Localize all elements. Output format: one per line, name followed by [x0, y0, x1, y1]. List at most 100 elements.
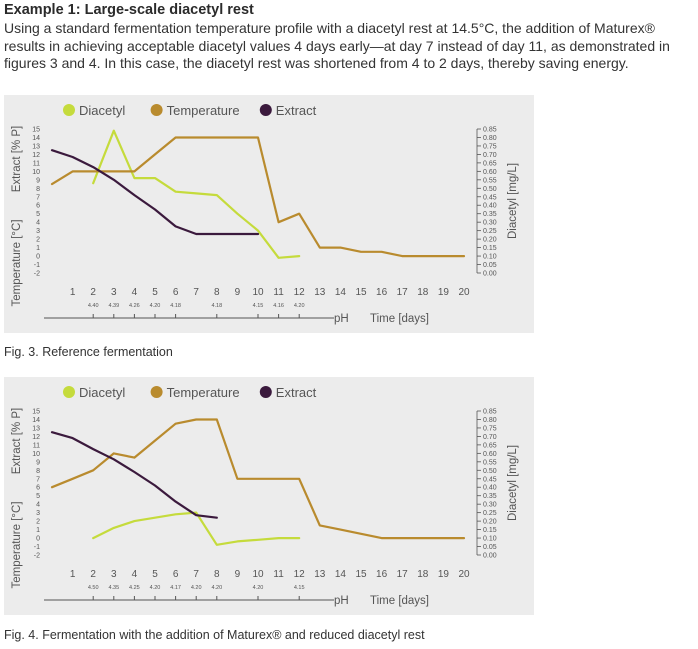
left-tick-label: 1 — [36, 527, 40, 534]
left-tick-label: 7 — [36, 476, 40, 483]
right-axis-title-diacetyl: Diacetyl [mg/L] — [507, 445, 519, 521]
intro-paragraph: Using a standard fermentation temperatur… — [4, 20, 670, 71]
left-tick-label: -2 — [34, 271, 40, 278]
left-tick-label: 1 — [36, 245, 40, 252]
legend-marker-diacetyl — [63, 104, 75, 116]
right-tick-label: 0.10 — [483, 536, 497, 543]
legend-marker-temperature — [150, 386, 163, 398]
left-tick-label: 15 — [32, 127, 40, 134]
left-tick-label: 15 — [32, 409, 40, 416]
x-tick-label: 13 — [314, 287, 326, 298]
x-tick-label: 9 — [235, 569, 241, 580]
right-tick-label: 0.35 — [483, 493, 497, 500]
x-tick-label: 12 — [294, 569, 306, 580]
left-tick-label: 11 — [33, 442, 40, 449]
left-tick-label: -1 — [34, 262, 40, 269]
x-tick-label: 18 — [417, 569, 429, 580]
x-tick-label: 12 — [294, 287, 306, 298]
x-tick-label: 7 — [193, 569, 199, 580]
ph-value-label: 4.20 — [211, 585, 222, 591]
ph-value-label: 4.15 — [294, 585, 305, 591]
ph-value-label: 4.26 — [129, 303, 140, 309]
x-tick-label: 16 — [376, 287, 388, 298]
left-tick-label: 10 — [32, 169, 40, 176]
figure-caption-fig4: Fig. 4. Fermentation with the addition o… — [4, 628, 425, 642]
series-line-extract — [50, 431, 218, 519]
chart-fig3: Diacetyl Temperature Extract15141312111098… — [11, 103, 519, 325]
legend-marker-temperature — [150, 104, 163, 116]
left-axis-title-temperature: Temperature [°C] — [11, 219, 23, 306]
left-tick-label: 3 — [36, 510, 40, 517]
x-tick-label: 10 — [252, 287, 264, 298]
right-tick-label: 0.50 — [483, 468, 497, 475]
right-tick-label: 0.50 — [483, 186, 497, 193]
x-tick-label: 17 — [397, 287, 409, 298]
x-tick-label: 14 — [335, 569, 347, 580]
x-tick-label: 19 — [438, 287, 450, 298]
x-tick-label: 15 — [355, 569, 367, 580]
figure-caption-fig3: Fig. 3. Reference fermentation — [4, 345, 173, 359]
ph-value-label: 4.20 — [150, 585, 161, 591]
right-tick-label: 0.30 — [483, 220, 497, 227]
left-tick-label: 3 — [36, 228, 40, 235]
chart-panel-fig3: Diacetyl Temperature Extract 15 14 13 12 11 10 9 8… — [4, 95, 534, 333]
chart-fig4: Diacetyl Temperature Extract15141312111098… — [11, 385, 519, 607]
left-tick-label: 8 — [36, 186, 40, 193]
left-tick-label: 12 — [32, 434, 40, 441]
x-tick-label: 6 — [173, 287, 179, 298]
x-tick-label: 1 — [70, 287, 76, 298]
ph-value-label: 4.18 — [211, 303, 222, 309]
x-tick-label: 6 — [173, 569, 179, 580]
left-tick-label: 14 — [32, 135, 40, 142]
x-tick-label: 14 — [335, 287, 347, 298]
legend-marker-diacetyl — [63, 386, 75, 398]
legend-label-extract: Extract — [276, 103, 317, 118]
ph-value-label: 4.20 — [294, 303, 305, 309]
ph-axis-label: pH — [334, 313, 349, 325]
left-tick-label: 11 — [33, 160, 40, 167]
left-tick-label: 9 — [36, 177, 40, 184]
left-tick-label: 13 — [32, 143, 40, 150]
left-tick-label: -1 — [34, 544, 40, 551]
left-tick-label: 6 — [36, 485, 40, 492]
series-line-temperature — [50, 136, 466, 258]
right-tick-label: 0.85 — [483, 127, 497, 134]
x-tick-label: 10 — [252, 569, 264, 580]
ph-value-label: 4.20 — [253, 585, 264, 591]
right-tick-label: 0.45 — [483, 194, 497, 201]
right-tick-label: 0.65 — [483, 442, 497, 449]
x-tick-label: 8 — [214, 287, 220, 298]
left-axis-title-extract: Extract [% P] — [11, 126, 23, 192]
left-tick-label: 14 — [32, 417, 40, 424]
right-tick-label: 0.40 — [483, 485, 497, 492]
ph-value-label: 4.25 — [129, 585, 140, 591]
right-tick-label: 0.15 — [483, 245, 497, 252]
right-tick-label: 0.05 — [483, 262, 497, 269]
left-tick-label: 8 — [36, 468, 40, 475]
ph-value-label: 4.15 — [253, 303, 264, 309]
x-tick-label: 4 — [132, 287, 138, 298]
left-tick-label: 5 — [36, 211, 40, 218]
x-tick-label: 4 — [132, 569, 138, 580]
legend-label-temperature: Temperature — [167, 103, 240, 118]
right-tick-label: 0.25 — [483, 510, 497, 517]
x-tick-label: 18 — [417, 287, 429, 298]
right-tick-label: 0.20 — [483, 237, 497, 244]
series-line-diacetyl — [92, 511, 301, 546]
right-tick-label: 0.35 — [483, 211, 497, 218]
x-tick-label: 3 — [111, 287, 117, 298]
legend-label-extract: Extract — [276, 385, 317, 400]
right-tick-label: 0.80 — [483, 135, 497, 142]
legend-marker-extract — [259, 104, 272, 116]
right-tick-label: 0.40 — [483, 203, 497, 210]
ph-value-label: 4.16 — [273, 303, 284, 309]
x-tick-label: 20 — [458, 569, 470, 580]
right-tick-label: 0.25 — [483, 228, 497, 235]
right-tick-label: 0.55 — [483, 177, 497, 184]
left-tick-label: 2 — [36, 519, 40, 526]
left-tick-label: 0 — [36, 536, 40, 543]
x-tick-label: 11 — [273, 569, 284, 580]
right-tick-label: 0.75 — [483, 425, 497, 432]
x-tick-label: 3 — [111, 569, 117, 580]
legend-label-temperature: Temperature — [167, 385, 240, 400]
